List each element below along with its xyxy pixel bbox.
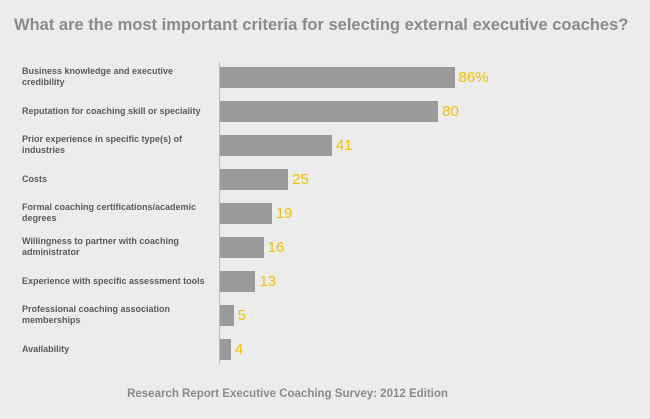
value-label: 4 [234,340,244,358]
cat: Prior experience in specific type(s) of … [22,134,183,155]
axis-line [219,62,220,364]
chart-title: What are the most important criteria for… [14,16,629,34]
bar [220,304,234,326]
bar [220,100,439,122]
bar [220,270,256,292]
value-label: 19 [275,204,293,222]
cat: Formal coaching certifications/academic … [22,202,197,223]
value-label: 13 [259,272,277,290]
value-label: 41 [335,136,353,154]
bar [220,168,289,190]
cat: Willingness to partner with coaching adm… [22,236,179,257]
bar [220,236,264,258]
cat: Availability [22,343,70,354]
cat: Experience with specific assessment tool… [22,275,205,286]
bar [220,202,272,224]
cat: Reputation for coaching skill or special… [22,105,201,116]
value-label: 86% [458,68,489,86]
cat: Business knowledge and executive credibi… [22,66,174,87]
value-label: 5 [237,306,246,324]
source-note: Research Report Executive Coaching Surve… [127,388,448,400]
value-label: 16 [267,238,285,256]
cat: Professional coaching association member… [22,304,171,325]
cat: Costs [22,173,48,184]
bar [220,338,231,360]
bar [220,134,332,156]
value-label: 80 [442,102,459,120]
bar [220,66,455,88]
value-label: 25 [292,170,309,188]
